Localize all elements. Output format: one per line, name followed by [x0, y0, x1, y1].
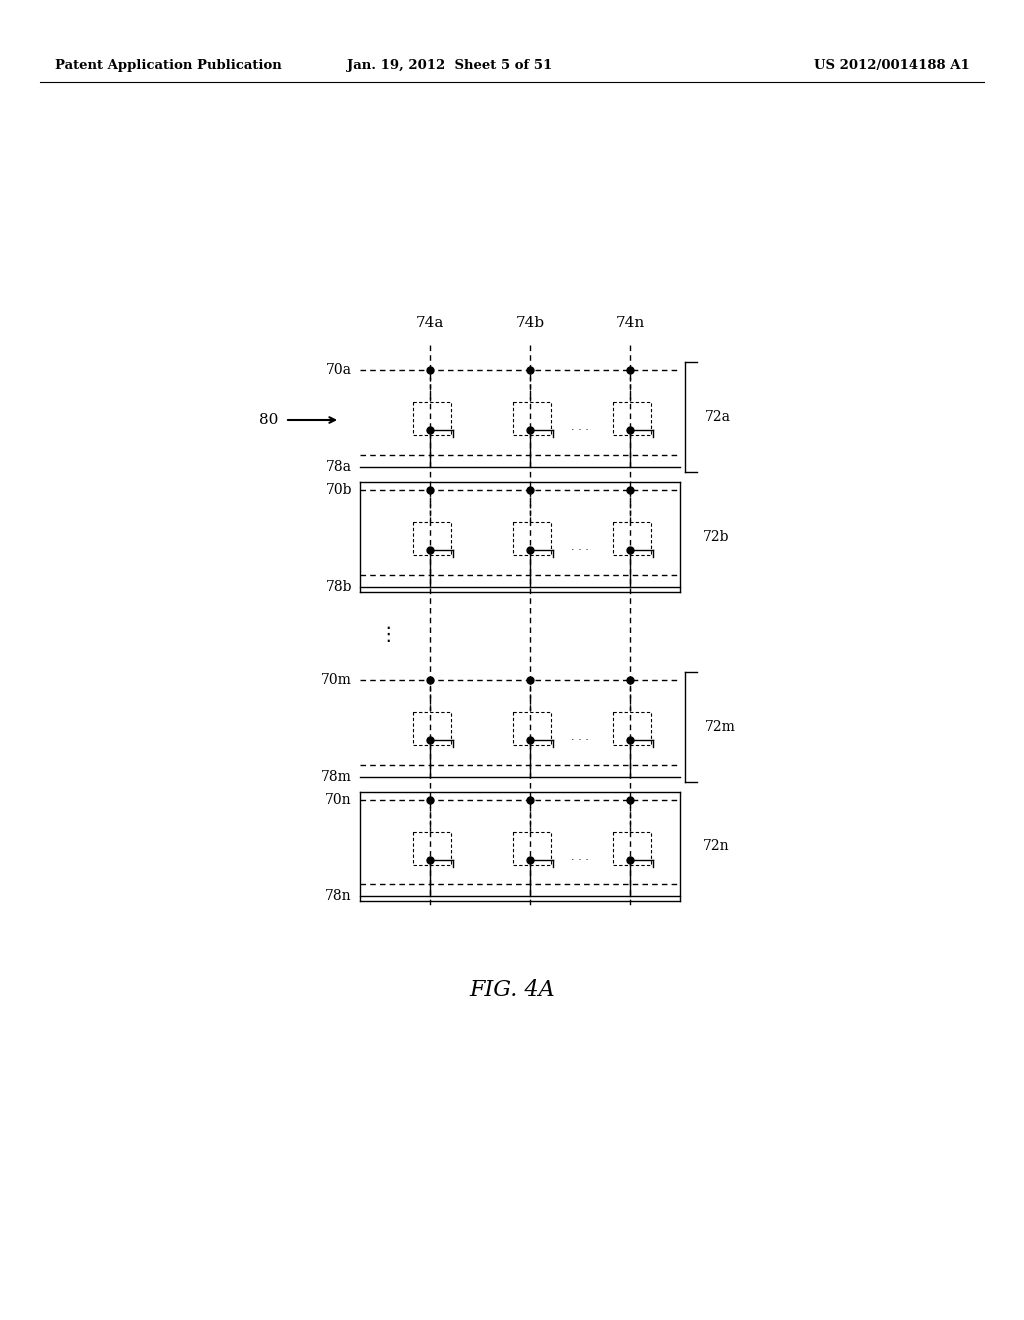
Text: · · ·: · · ·: [571, 545, 589, 554]
Text: 78n: 78n: [326, 888, 352, 903]
Bar: [613, 832, 651, 865]
Text: US 2012/0014188 A1: US 2012/0014188 A1: [814, 58, 970, 71]
Text: ⋮: ⋮: [378, 626, 397, 644]
Text: 70b: 70b: [326, 483, 352, 498]
Text: 78b: 78b: [326, 579, 352, 594]
Bar: [513, 832, 551, 865]
Text: Patent Application Publication: Patent Application Publication: [55, 58, 282, 71]
Text: · · ·: · · ·: [571, 855, 589, 865]
Text: 74a: 74a: [416, 315, 444, 330]
Text: FIG. 4A: FIG. 4A: [469, 979, 555, 1001]
Bar: [613, 403, 651, 436]
Text: Jan. 19, 2012  Sheet 5 of 51: Jan. 19, 2012 Sheet 5 of 51: [347, 58, 553, 71]
Text: 72b: 72b: [703, 531, 729, 544]
Text: 72a: 72a: [705, 411, 731, 424]
Bar: [513, 711, 551, 744]
Text: 70a: 70a: [326, 363, 352, 378]
Bar: [413, 832, 451, 865]
Text: 78a: 78a: [326, 459, 352, 474]
Bar: [613, 711, 651, 744]
Text: · · ·: · · ·: [571, 425, 589, 436]
Bar: [513, 403, 551, 436]
Text: 70n: 70n: [326, 793, 352, 807]
Text: 72n: 72n: [703, 840, 730, 854]
Text: 70m: 70m: [322, 673, 352, 686]
Bar: [413, 711, 451, 744]
Bar: [413, 403, 451, 436]
Bar: [413, 521, 451, 554]
Text: · · ·: · · ·: [571, 735, 589, 744]
Text: 80: 80: [259, 413, 278, 426]
Text: 74b: 74b: [515, 315, 545, 330]
Text: 78m: 78m: [322, 770, 352, 784]
Text: 72m: 72m: [705, 719, 736, 734]
Text: 74n: 74n: [615, 315, 645, 330]
Bar: [613, 521, 651, 554]
Bar: [513, 521, 551, 554]
